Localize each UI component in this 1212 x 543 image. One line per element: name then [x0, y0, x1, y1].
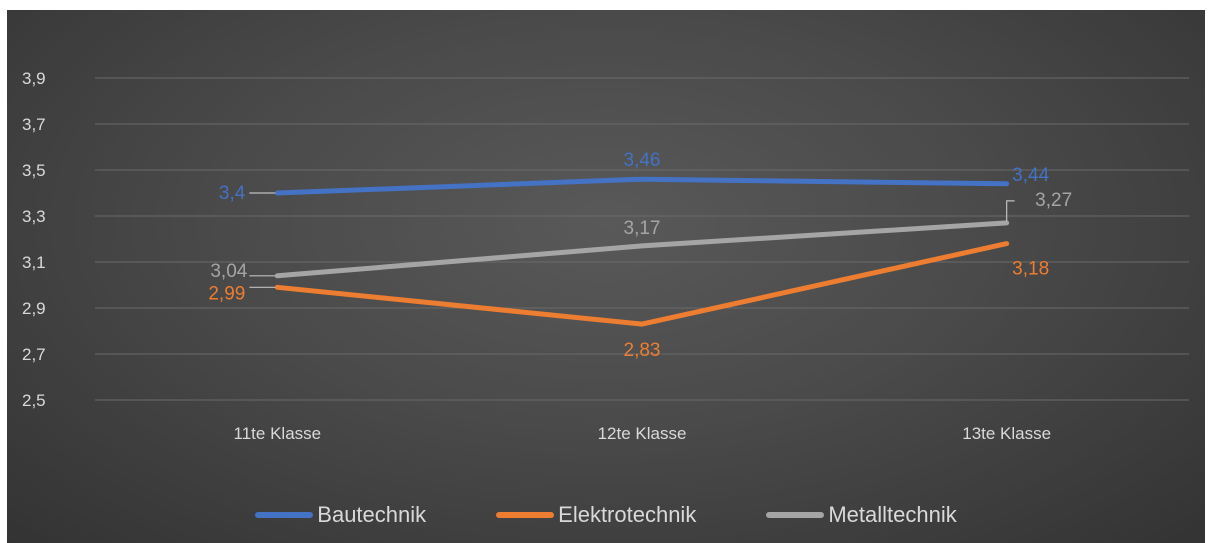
legend-item-metalltechnik: Metalltechnik	[766, 502, 957, 528]
data-label-metalltechnik: 3,04	[210, 261, 247, 282]
x-category-label: 12te Klasse	[598, 424, 687, 443]
x-category-label: 13te Klasse	[962, 424, 1051, 443]
legend-label-bautechnik: Bautechnik	[317, 502, 427, 527]
legend-swatch-elektrotechnik	[496, 512, 555, 518]
data-label-bautechnik: 3,44	[1012, 165, 1049, 186]
y-tick-label: 2,9	[22, 299, 46, 318]
y-tick-label: 2,7	[22, 345, 46, 364]
y-tick-label: 3,5	[22, 161, 46, 180]
x-category-label: 11te Klasse	[234, 424, 322, 443]
data-label-metalltechnik: 3,27	[1035, 190, 1072, 211]
data-label-bautechnik: 3,4	[219, 183, 246, 204]
legend-swatch-metalltechnik	[766, 512, 825, 518]
chart-area: 2,5 2,7 2,9 3,1 3,3 3,5 3,7 3,9 11te Klasse 12te …	[7, 10, 1205, 543]
legend: Bautechnik Elektrotechnik Metalltechnik	[7, 498, 1205, 532]
data-label-elektrotechnik: 3,18	[1012, 259, 1049, 280]
y-tick-label: 3,3	[22, 207, 46, 226]
y-tick-label: 3,7	[22, 115, 46, 134]
legend-label-metalltechnik: Metalltechnik	[828, 502, 957, 527]
line-chart: 2,5 2,7 2,9 3,1 3,3 3,5 3,7 3,9 11te Klasse 12te …	[22, 69, 1189, 443]
legend-item-elektrotechnik: Elektrotechnik	[496, 502, 696, 528]
data-label-elektrotechnik: 2,83	[624, 340, 661, 361]
series-line-bautechnik	[274, 176, 1010, 196]
data-label-elektrotechnik: 2,99	[208, 283, 245, 304]
legend-label-elektrotechnik: Elektrotechnik	[558, 502, 697, 527]
series-line-elektrotechnik	[274, 241, 1010, 327]
data-label-metalltechnik: 3,17	[624, 218, 661, 239]
leader-line	[1006, 200, 1015, 221]
y-tick-label: 3,1	[22, 253, 46, 272]
legend-item-bautechnik: Bautechnik	[255, 502, 426, 528]
y-tick-label: 2,5	[22, 391, 46, 410]
data-label-bautechnik: 3,46	[624, 150, 661, 171]
series-line-metalltechnik	[274, 220, 1010, 279]
legend-swatch-bautechnik	[255, 512, 314, 518]
y-tick-label: 3,9	[22, 69, 46, 88]
